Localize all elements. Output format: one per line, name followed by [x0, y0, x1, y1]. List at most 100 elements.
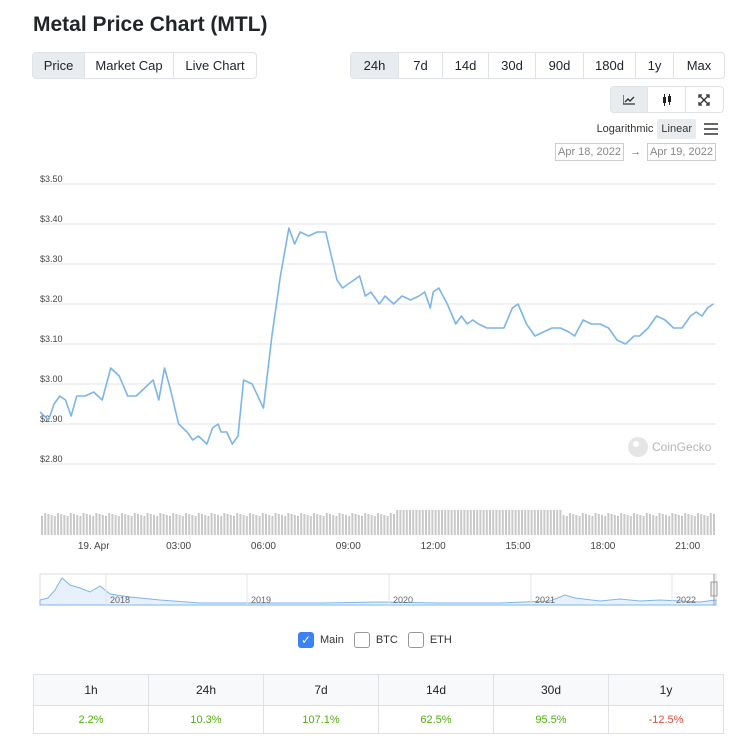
legend-btc[interactable]: BTC — [353, 632, 398, 648]
volume-bar — [351, 513, 354, 535]
volume-bar — [620, 513, 623, 535]
range-7d[interactable]: 7d — [399, 53, 443, 78]
volume-bar — [345, 515, 347, 535]
stats-value-7d: 107.1% — [263, 705, 379, 734]
volume-bar — [415, 510, 418, 535]
x-tick-label: 15:00 — [505, 541, 530, 552]
stats-header-7d: 7d — [263, 674, 379, 706]
volume-bar — [581, 513, 584, 535]
volume-bar — [95, 513, 98, 535]
volume-bar — [57, 513, 59, 535]
volume-bar — [562, 515, 565, 535]
volume-bar — [386, 516, 389, 535]
coingecko-watermark: CoinGecko — [628, 437, 712, 457]
volume-bar — [185, 513, 187, 535]
candlestick-icon[interactable] — [648, 87, 686, 112]
volume-bar — [229, 515, 232, 535]
stats-value-14d: 62.5% — [378, 705, 494, 734]
volume-bar — [665, 515, 667, 535]
tab-market-cap[interactable]: Market Cap — [85, 53, 174, 78]
volume-bar — [466, 510, 469, 535]
checkbox-eth[interactable] — [407, 632, 424, 648]
volume-bar — [540, 510, 543, 535]
volume-bar — [73, 514, 75, 535]
volume-bar — [303, 514, 306, 535]
expand-icon[interactable] — [686, 87, 723, 112]
volume-bar — [149, 514, 152, 535]
volume-bar — [453, 510, 456, 535]
volume-bar — [194, 516, 197, 535]
x-tick-label: 03:00 — [166, 541, 191, 552]
tab-price[interactable]: Price — [33, 53, 85, 78]
volume-bar — [607, 513, 610, 535]
x-tick-label: 09:00 — [336, 541, 361, 552]
chart-legend: ✓ Main BTC ETH — [298, 632, 462, 648]
volume-bar — [76, 515, 79, 535]
price-chart[interactable]: $3.50 $3.40 $3.30 $3.20 $3.10 $3.00 $2.90 $2.80… — [0, 170, 732, 620]
volume-bar — [588, 515, 591, 535]
navigator-year-label: 2020 — [393, 595, 413, 605]
volume-bar — [201, 514, 203, 535]
volume-bar — [354, 514, 357, 535]
scale-logarithmic[interactable]: Logarithmic — [596, 123, 654, 135]
volume-bar — [482, 510, 485, 535]
legend-main[interactable]: ✓ Main — [298, 632, 344, 648]
y-tick-label: $3.30 — [40, 254, 63, 264]
range-14d[interactable]: 14d — [443, 53, 489, 78]
volume-bar — [322, 516, 325, 535]
volume-bar — [505, 510, 507, 535]
volume-bar — [204, 515, 207, 535]
legend-eth[interactable]: ETH — [407, 632, 452, 648]
volume-bar — [585, 514, 587, 535]
volume-bar — [98, 514, 101, 535]
volume-bar — [137, 514, 139, 535]
volume-bar — [121, 513, 123, 535]
volume-bar — [546, 510, 549, 535]
tab-live-chart[interactable]: Live Chart — [185, 58, 245, 73]
navigator-year-label: 2018 — [110, 595, 130, 605]
watermark-text: CoinGecko — [652, 440, 712, 454]
checkbox-btc[interactable] — [353, 632, 370, 648]
hamburger-menu-icon[interactable] — [704, 123, 718, 135]
volume-bar — [565, 516, 568, 535]
y-tick-label: $3.10 — [40, 334, 63, 344]
volume-bar — [428, 510, 431, 535]
volume-bar — [82, 513, 85, 535]
volume-bar — [53, 516, 56, 535]
stats-value-row: 2.2% 10.3% 107.1% 62.5% 95.5% -12.5% — [33, 705, 724, 734]
scale-linear[interactable]: Linear — [657, 119, 696, 139]
volume-bar — [658, 513, 661, 535]
volume-bar — [66, 516, 69, 535]
range-24h[interactable]: 24h — [351, 53, 399, 78]
volume-bar — [44, 513, 47, 535]
range-30d[interactable]: 30d — [489, 53, 536, 78]
date-from-input[interactable]: Apr 18, 2022 — [555, 143, 624, 161]
volume-bar — [389, 513, 392, 535]
checkbox-main[interactable]: ✓ — [298, 632, 314, 648]
volume-bar — [405, 510, 408, 535]
navigator-series — [39, 577, 717, 606]
navigator-year-label: 2019 — [251, 595, 271, 605]
volume-bar — [236, 513, 239, 535]
volume-bar — [79, 516, 82, 535]
volume-bar — [217, 515, 219, 535]
volume-bar — [597, 514, 600, 535]
line-chart-icon[interactable] — [611, 87, 649, 112]
scale-toggle: Logarithmic Linear — [593, 119, 718, 139]
volume-bar — [674, 514, 677, 535]
volume-bar — [380, 514, 383, 535]
volume-bar — [527, 510, 530, 535]
volume-bar — [188, 514, 191, 535]
volume-bar — [690, 515, 693, 535]
volume-bar — [319, 515, 322, 535]
volume-bar — [277, 514, 280, 535]
volume-bar — [642, 516, 645, 535]
range-max[interactable]: Max — [686, 58, 712, 73]
range-180d[interactable]: 180d — [584, 53, 636, 78]
range-90d[interactable]: 90d — [536, 53, 584, 78]
date-to-input[interactable]: Apr 19, 2022 — [647, 143, 716, 161]
navigator-year-label: 2021 — [535, 595, 555, 605]
volume-bar — [332, 515, 335, 535]
volume-bar — [626, 515, 629, 535]
range-1y[interactable]: 1y — [636, 53, 674, 78]
